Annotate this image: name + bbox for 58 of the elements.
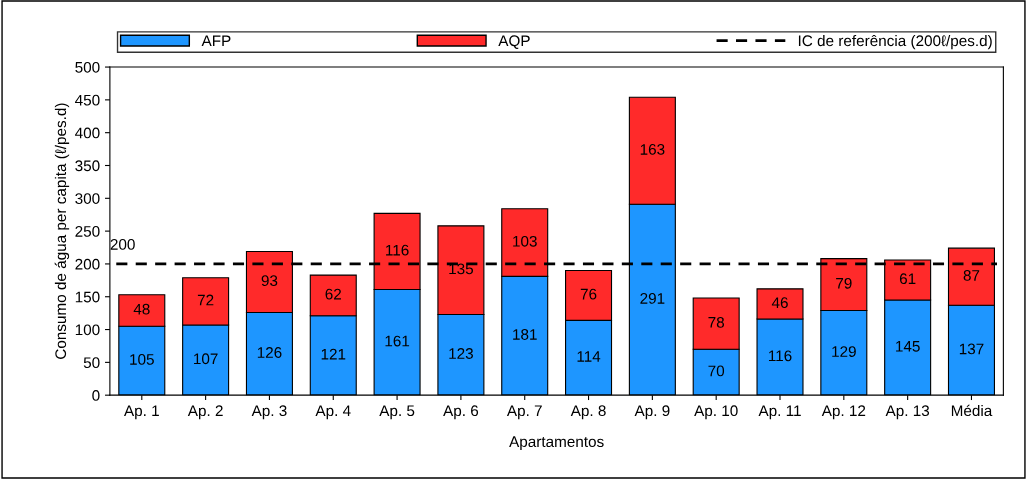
y-tick-label: 500 xyxy=(75,61,100,73)
y-tick-label: 200 xyxy=(75,258,100,270)
data-label: 121 xyxy=(321,348,346,360)
x-tick-label: Ap. 2 xyxy=(187,405,223,420)
legend-label: IC de referência (200ℓ/pes.d) xyxy=(798,34,992,50)
data-label: 126 xyxy=(257,347,282,358)
data-label: 107 xyxy=(194,353,218,365)
y-tick-label: 0 xyxy=(92,390,100,401)
y-tick-label: 350 xyxy=(75,160,100,172)
y-tick-label: 250 xyxy=(75,225,100,237)
data-label: 48 xyxy=(133,303,150,315)
data-label: 105 xyxy=(130,354,154,365)
data-label: 79 xyxy=(836,277,852,289)
data-label: 62 xyxy=(325,288,341,300)
data-label: 123 xyxy=(449,348,473,359)
x-tick-label: Média xyxy=(951,404,993,417)
data-label: 161 xyxy=(385,335,410,347)
y-tick-label: 100 xyxy=(75,324,100,336)
data-label: 87 xyxy=(963,270,980,281)
data-label: 116 xyxy=(386,244,409,256)
y-tick-label: 50 xyxy=(83,357,100,369)
x-tick-label: Ap. 12 xyxy=(821,405,866,420)
x-tick-label: Ap. 8 xyxy=(570,405,606,420)
y-tick-label: 300 xyxy=(75,193,100,204)
data-label: 103 xyxy=(513,235,537,247)
data-label: 181 xyxy=(513,329,537,340)
x-tick-label: Ap. 11 xyxy=(758,405,801,420)
legend-label: AFP xyxy=(201,35,231,47)
y-tick-label: 400 xyxy=(75,127,100,139)
data-label: 145 xyxy=(896,341,920,352)
data-label: 137 xyxy=(959,343,984,355)
data-label: 116 xyxy=(768,350,792,362)
data-label: 163 xyxy=(640,144,665,155)
y-tick-label: 450 xyxy=(75,94,100,106)
data-label: 61 xyxy=(899,273,916,285)
legend-label: AQP xyxy=(498,35,530,49)
data-label: 72 xyxy=(197,294,214,306)
x-tick-label: Ap. 13 xyxy=(885,405,930,420)
data-label: 78 xyxy=(708,316,725,328)
annotation: 200 xyxy=(110,238,135,250)
data-label: 114 xyxy=(577,351,601,362)
data-label: 46 xyxy=(771,297,788,309)
data-label: 129 xyxy=(832,346,856,357)
x-tick-label: Ap. 6 xyxy=(443,405,479,420)
y-axis-title: Consumo de água per capita (ℓ/pes.d) xyxy=(54,103,70,359)
data-label: 70 xyxy=(708,365,725,377)
x-tick-label: Ap. 5 xyxy=(379,405,415,420)
x-tick-label: Ap. 4 xyxy=(315,405,351,420)
x-tick-label: Ap. 1 xyxy=(123,405,159,420)
x-tick-label: Ap. 9 xyxy=(634,405,670,420)
data-label: 93 xyxy=(261,275,278,287)
x-tick-label: Ap. 7 xyxy=(506,405,542,420)
x-axis-title: Apartamentos xyxy=(509,436,604,451)
y-tick-label: 150 xyxy=(75,291,100,303)
x-tick-label: Ap. 10 xyxy=(694,405,738,420)
data-label: 291 xyxy=(640,292,665,304)
x-tick-label: Ap. 3 xyxy=(251,405,287,420)
data-label: 76 xyxy=(580,288,597,300)
